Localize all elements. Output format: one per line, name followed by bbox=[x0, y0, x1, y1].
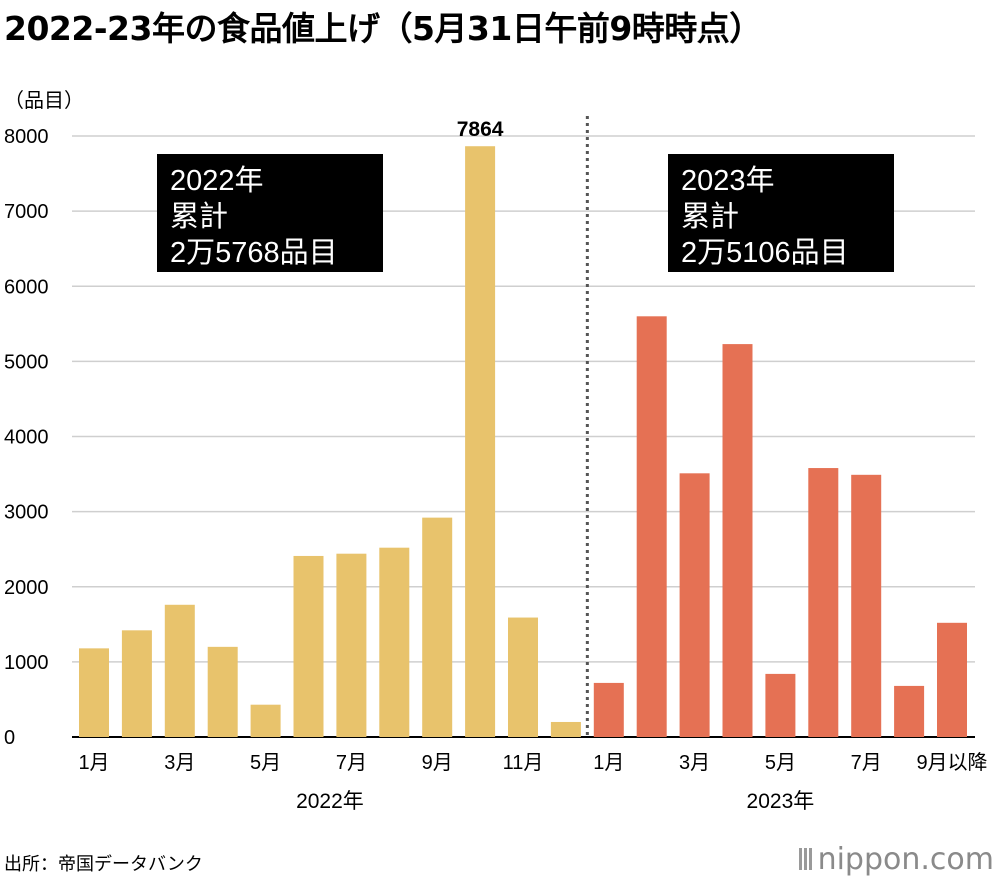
x-group-label: 2022年 bbox=[296, 790, 364, 813]
bar-2022-9 bbox=[422, 517, 453, 737]
x-tick-label: 1月 bbox=[593, 752, 624, 774]
bar-2022-11 bbox=[508, 617, 538, 737]
bar-2022-10 bbox=[465, 146, 496, 738]
brand-tld: com bbox=[929, 842, 994, 877]
x-tick-label: 5月 bbox=[765, 752, 796, 774]
source-note: 出所：帝国データバンク bbox=[4, 854, 203, 875]
summary-box-line: 2万5768品目 bbox=[170, 237, 338, 269]
brand-dot: . bbox=[920, 842, 930, 877]
x-group-label: 2023年 bbox=[747, 790, 815, 813]
bar-2022-2 bbox=[121, 630, 152, 737]
brand-logo: nippon.com bbox=[798, 842, 994, 878]
bar-2022-3 bbox=[164, 604, 195, 737]
x-tick-label: 1月 bbox=[78, 752, 109, 774]
summary-box bbox=[668, 154, 894, 272]
y-tick-label: 8000 bbox=[4, 126, 49, 148]
x-tick-label: 7月 bbox=[336, 752, 367, 774]
bar-2023-4 bbox=[722, 344, 753, 737]
y-tick-label: 4000 bbox=[4, 427, 49, 449]
summary-box bbox=[157, 154, 383, 272]
x-tick-label: 9月 bbox=[422, 752, 453, 774]
summary-box-line: 累計 bbox=[681, 200, 739, 233]
chart-title: 2022-23年の食品値上げ（5月31日午前9時時点） bbox=[4, 9, 762, 48]
y-tick-label: 1000 bbox=[4, 652, 49, 674]
summary-box-line: 2万5106品目 bbox=[681, 237, 849, 269]
bar-2022-6 bbox=[293, 555, 324, 737]
summary-box-line: 累計 bbox=[170, 200, 228, 233]
bar-2022-12 bbox=[550, 721, 581, 737]
y-tick-label: 3000 bbox=[4, 502, 49, 524]
bar-2022-8 bbox=[379, 547, 410, 737]
x-tick-label: 9月以降 bbox=[916, 751, 987, 774]
bar-2023-2 bbox=[636, 316, 667, 737]
bar-2023-9 bbox=[937, 622, 967, 737]
bar-2023-6 bbox=[808, 468, 839, 737]
bar-2023-5 bbox=[765, 673, 796, 737]
y-tick-label: 6000 bbox=[4, 276, 49, 298]
y-axis-unit-label: （品目） bbox=[4, 88, 84, 112]
x-tick-label: 3月 bbox=[164, 752, 195, 774]
bar-2022-4 bbox=[207, 646, 238, 737]
brand-mark-icon bbox=[798, 843, 814, 878]
x-tick-label: 11月 bbox=[503, 752, 544, 774]
bar-2022-7 bbox=[336, 553, 367, 737]
y-tick-label: 2000 bbox=[4, 577, 49, 599]
bar-2022-1 bbox=[79, 648, 109, 737]
bar-2023-7 bbox=[851, 474, 882, 737]
brand-name: nippon bbox=[817, 842, 921, 877]
bar-chart: 0 1000 2000 3000 4000 5000 6000 7000 8000 1月 3月 5月 7… bbox=[4, 116, 988, 813]
x-tick-label: 3月 bbox=[679, 752, 710, 774]
y-tick-label: 0 bbox=[4, 727, 15, 749]
bar-2023-3 bbox=[679, 473, 710, 737]
bar-2023-8 bbox=[894, 685, 925, 737]
bar-2023-1 bbox=[593, 682, 624, 737]
summary-box-line: 2022年 bbox=[170, 164, 264, 197]
bar-2022-5 bbox=[250, 704, 281, 737]
x-tick-label: 7月 bbox=[851, 752, 882, 774]
y-tick-label: 7000 bbox=[4, 201, 49, 223]
y-tick-label: 5000 bbox=[4, 351, 49, 373]
summary-box-line: 2023年 bbox=[681, 164, 775, 197]
data-label: 7864 bbox=[457, 118, 504, 141]
x-tick-label: 5月 bbox=[250, 752, 281, 774]
